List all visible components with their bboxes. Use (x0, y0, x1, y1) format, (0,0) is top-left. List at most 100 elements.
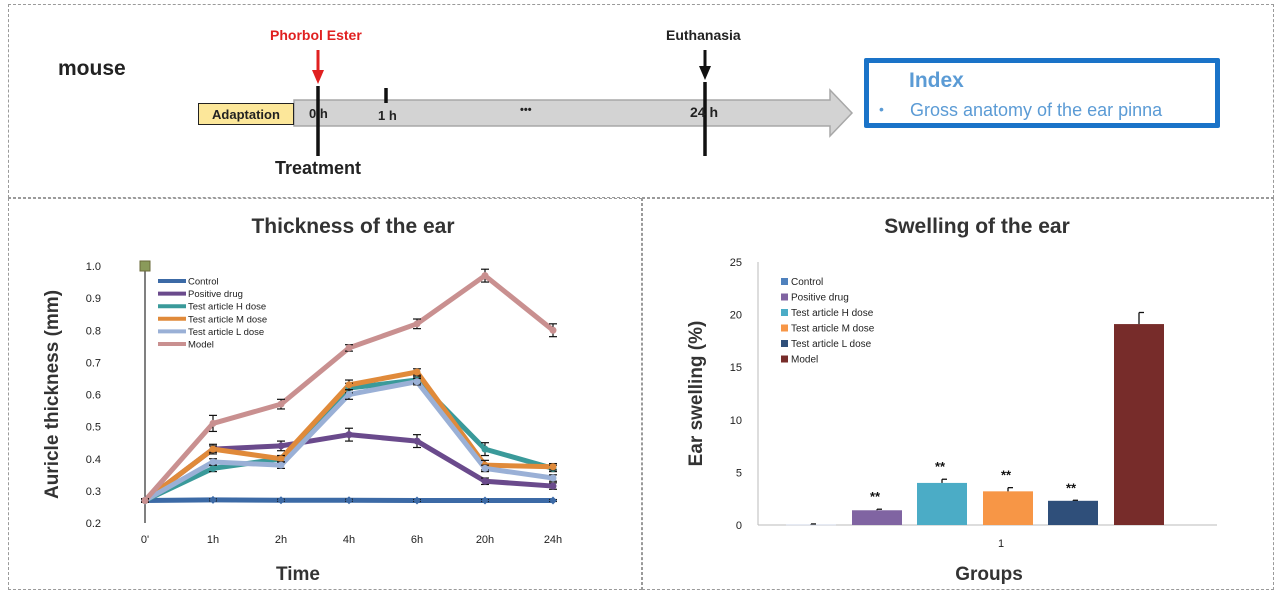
series-point-marker (549, 463, 557, 471)
significance-label: ** (870, 489, 881, 504)
series-point-marker (277, 455, 285, 463)
swelling-y-tick-label: 25 (730, 257, 742, 269)
series-point-marker (345, 391, 353, 398)
thickness-x-axis-label: Time (276, 564, 320, 585)
swelling-y-tick-label: 0 (736, 520, 742, 532)
series-point-marker (277, 496, 285, 505)
series-point-marker (481, 477, 489, 485)
swelling-chart-panel (642, 198, 1274, 590)
swelling-y-tick-label: 15 (730, 362, 742, 374)
significance-label: ** (1066, 480, 1077, 495)
series-point-marker (209, 458, 217, 466)
legend-swatch (781, 355, 788, 363)
species-label: mouse (58, 57, 126, 80)
series-point-marker (345, 381, 353, 389)
series-point-marker (277, 461, 285, 469)
legend-swatch (781, 309, 788, 316)
series-point-marker (209, 495, 217, 504)
legend-swatch (781, 340, 788, 347)
series-point-marker (481, 445, 489, 453)
bar-1 (852, 510, 902, 525)
index-box: Index • Gross anatomy of the ear pinna (864, 58, 1220, 128)
legend-label: Test article H dose (791, 308, 874, 319)
bar-2 (917, 482, 967, 525)
legend-label: Control (791, 277, 823, 288)
legend-label: Model (791, 355, 818, 366)
adaptation-box: Adaptation (198, 103, 294, 125)
index-item: Gross anatomy of the ear pinna (910, 100, 1163, 120)
thickness-y-axis-label: Auricle thickness (mm) (42, 290, 63, 499)
series-point-marker (413, 437, 421, 445)
series-point-marker (549, 482, 557, 490)
thickness-y-tick-label: 0.8 (86, 325, 101, 337)
series-point-marker (345, 496, 353, 505)
legend-label: Model (188, 340, 214, 351)
tick-label-0h: 0 h (309, 106, 328, 121)
thickness-x-tick-label: 1h (207, 534, 219, 546)
thickness-y-tick-label: 0.2 (86, 518, 101, 530)
thickness-y-tick-label: 0.4 (86, 454, 101, 466)
significance-label: ** (935, 459, 946, 474)
legend-swatch (781, 278, 788, 285)
series-point-marker (549, 496, 557, 505)
legend-label: Test article M dose (188, 314, 267, 325)
thickness-y-tick-label: 0.5 (86, 422, 101, 434)
thickness-y-tick-label: 0.6 (86, 390, 101, 402)
bar-4 (1048, 500, 1098, 525)
series-point-marker (413, 496, 421, 505)
endpoint-arrow-head (699, 66, 711, 80)
series-point-marker (413, 378, 421, 386)
legend-label: Test article L dose (791, 339, 872, 350)
swelling-y-tick-label: 5 (736, 467, 742, 479)
series-point-marker (345, 431, 353, 439)
thickness-chart-panel (8, 198, 642, 590)
series-point-marker (413, 320, 421, 328)
swelling-y-axis-label: Ear swelling (%) (686, 321, 707, 467)
swelling-bar-chart: Swelling of the ear Ear swelling (%) Group… (686, 215, 1217, 585)
series-point-marker (277, 400, 285, 408)
series-point-marker (345, 344, 353, 352)
timeline-arrow (293, 88, 854, 138)
swelling-chart-title: Swelling of the ear (884, 215, 1070, 238)
series-point-marker (209, 464, 217, 472)
series-point-marker (141, 497, 149, 505)
treatment-label: Treatment (275, 158, 362, 178)
index-bullet: • (879, 101, 884, 117)
thickness-x-tick-label: 0' (141, 534, 149, 546)
significance-label: ** (1001, 468, 1012, 483)
thickness-x-tick-label: 6h (411, 534, 423, 546)
legend-label: Test article M dose (791, 324, 875, 335)
swelling-x-tick-label: 1 (998, 538, 1004, 550)
series-point-marker (481, 496, 489, 505)
swelling-y-tick-label: 10 (730, 415, 742, 427)
timeline-diagram (293, 50, 854, 156)
thickness-line-chart: Thickness of the ear Auricle thickness (m… (42, 215, 562, 585)
tick-label-24h: 24 h (690, 104, 719, 120)
series-point-marker (209, 419, 217, 427)
thickness-y-tick-label: 0.9 (86, 293, 101, 305)
thickness-x-tick-label: 4h (343, 534, 355, 546)
swelling-x-axis-label: Groups (955, 564, 1023, 585)
series-point-marker (277, 442, 285, 450)
series-point-marker (209, 445, 217, 453)
bar-5 (1114, 324, 1164, 525)
series-point-marker (413, 368, 421, 376)
legend-label: Control (188, 277, 219, 288)
bar-0 (786, 524, 836, 526)
series-point-marker (481, 464, 489, 472)
bar-3 (983, 491, 1033, 525)
inducer-label: Phorbol Ester (270, 27, 362, 43)
thickness-x-tick-label: 20h (476, 534, 494, 546)
legend-swatch (781, 324, 788, 332)
thickness-y-tick-label: 0.7 (86, 357, 101, 369)
legend-label: Positive drug (188, 289, 243, 300)
endpoint-label: Euthanasia (666, 27, 741, 43)
thickness-x-tick-label: 24h (544, 534, 562, 546)
tick-label-1h: 1 h (378, 108, 397, 123)
series-point-marker (481, 272, 489, 280)
tick-label-ellipsis: ••• (520, 104, 532, 116)
thickness-y-tick-label: 1.0 (86, 261, 101, 273)
swelling-y-tick-label: 20 (730, 310, 742, 322)
axis-origin-marker (139, 260, 151, 272)
thickness-y-tick-label: 0.3 (86, 486, 101, 498)
